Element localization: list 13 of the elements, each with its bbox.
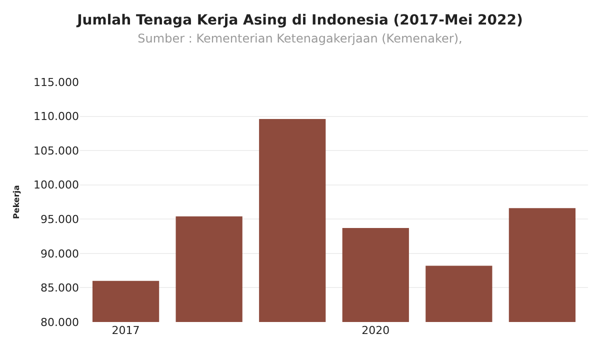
chart-title: Jumlah Tenaga Kerja Asing di Indonesia (2017-Mei 2022) (76, 12, 523, 28)
y-tick-label: 90.000 (40, 247, 79, 260)
y-tick-label: 115.000 (34, 76, 79, 89)
chart-subtitle: Sumber : Kementerian Ketenagakerjaan (Kemenaker), (138, 32, 462, 46)
x-tick-label: 2020 (362, 324, 390, 337)
y-tick-label: 95.000 (40, 212, 79, 226)
y-axis-title: Pekerja (12, 185, 22, 219)
y-tick-label: 85.000 (40, 282, 79, 295)
y-tick-label: 80.000 (40, 316, 79, 329)
y-tick-label: 110.000 (34, 110, 79, 124)
x-tick-label: 2017 (112, 324, 140, 337)
y-tick-label: 100.000 (34, 178, 79, 192)
y-tick-label: 105.000 (34, 144, 79, 158)
